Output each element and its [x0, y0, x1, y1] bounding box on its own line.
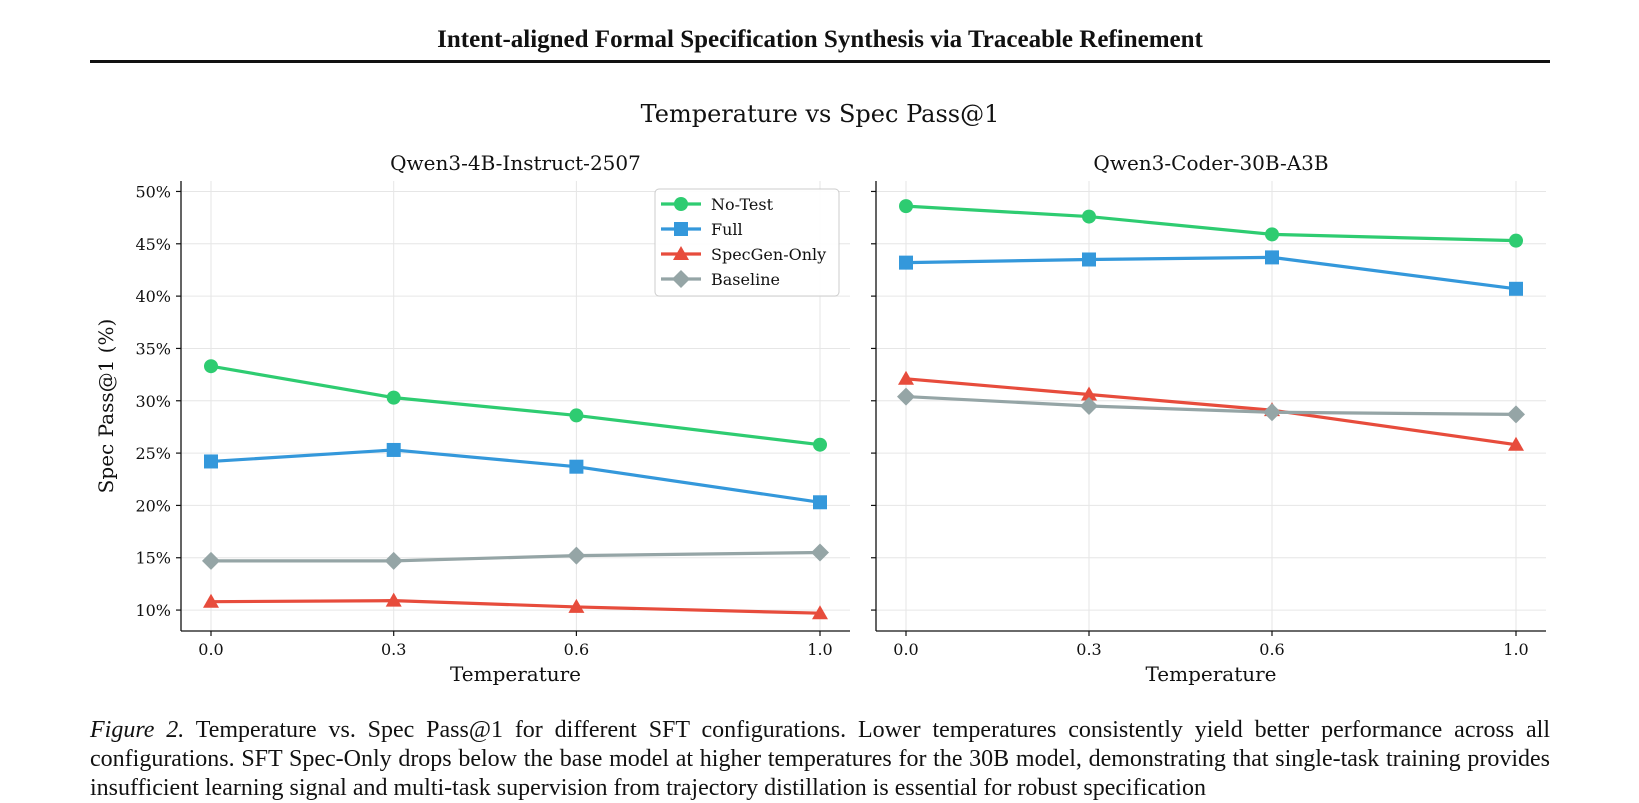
data-point-baseline	[897, 387, 915, 406]
y-tick-label: 35%	[135, 339, 171, 358]
header-rule	[90, 60, 1550, 63]
data-point-baseline	[1263, 403, 1281, 422]
caption-figure-label: Figure 2.	[90, 717, 185, 743]
x-tick-label: 0.6	[1259, 640, 1284, 659]
chart-panels: 10% 15% 20% 25% 30% 35% 40% 45% 50% 0.0 0.3 0.6 1.0 Q…	[94, 151, 1546, 686]
series-line-full	[905, 255, 1517, 291]
legend-label-full: Full	[711, 220, 743, 239]
panel-title: Qwen3-Coder-30B-A3B	[1093, 151, 1328, 175]
data-point-no-test	[204, 359, 218, 374]
y-tick-label: 50%	[135, 182, 171, 201]
data-point-specgen-only	[1081, 386, 1097, 401]
x-tick-label: 1.0	[1503, 640, 1528, 659]
panel-1: 10% 15% 20% 25% 30% 35% 40% 45% 50% 0.0 0.3 0.6 1.0 Q…	[94, 151, 850, 686]
y-tick-label: 30%	[135, 392, 171, 411]
series-line-specgen-only	[905, 377, 1517, 447]
x-axis-label: Temperature	[1145, 662, 1276, 686]
data-point-specgen-only	[203, 593, 219, 608]
figure-caption: Figure 2. Temperature vs. Spec Pass@1 fo…	[90, 716, 1550, 803]
temperature-line-chart-figure: Temperature vs Spec Pass@1 10% 15% 20% 25% 3…	[94, 100, 1546, 686]
series-line-specgen-only	[210, 599, 821, 615]
y-tick-label: 20%	[135, 496, 171, 515]
data-point-no-test	[899, 199, 913, 214]
data-point-no-test	[386, 390, 401, 405]
data-point-baseline	[811, 543, 829, 562]
x-tick-label: 0.3	[1076, 640, 1101, 659]
legend-label-baseline: Baseline	[711, 270, 780, 289]
data-point-no-test	[1509, 233, 1523, 248]
legend-label-no-test: No-Test	[711, 195, 774, 214]
data-point-full	[1509, 281, 1523, 296]
data-point-specgen-only	[812, 605, 828, 620]
panel-2: 0.0 0.3 0.6 1.0 Qwen3-Coder-30B-A3B Temperatu…	[871, 151, 1546, 686]
data-point-full	[1265, 250, 1279, 265]
x-tick-label: 0.0	[893, 640, 918, 659]
data-point-specgen-only	[1508, 436, 1524, 451]
legend-label-specgen-only: SpecGen-Only	[711, 245, 826, 264]
caption-text: Temperature vs. Spec Pass@1 for differen…	[90, 717, 1550, 801]
y-tick-label: 45%	[135, 235, 171, 254]
data-point-no-test	[813, 437, 827, 452]
data-point-specgen-only	[385, 592, 402, 607]
x-tick-label: 0.3	[381, 640, 406, 659]
y-tick-label: 10%	[135, 601, 171, 620]
x-tick-label: 0.6	[564, 640, 589, 659]
data-point-baseline	[202, 551, 220, 570]
figure-suptitle: Temperature vs Spec Pass@1	[641, 100, 1000, 128]
legend-marker-no-test	[674, 197, 688, 211]
data-point-baseline	[567, 546, 586, 565]
data-point-full	[899, 255, 913, 270]
x-tick-label: 1.0	[807, 640, 832, 659]
data-point-specgen-only	[898, 370, 914, 385]
data-point-full	[813, 495, 827, 510]
x-tick-label: 0.0	[198, 640, 223, 659]
panel-title: Qwen3-4B-Instruct-2507	[390, 151, 641, 175]
data-point-baseline	[384, 551, 403, 570]
series-line-no-test	[905, 204, 1517, 243]
data-point-no-test	[569, 408, 584, 423]
chart-legend: No-Test Full SpecGen-Only Baseline	[654, 188, 840, 297]
legend-frame	[654, 188, 840, 297]
data-point-no-test	[1265, 227, 1279, 242]
series-line-full	[210, 448, 821, 504]
data-point-baseline	[1080, 397, 1098, 415]
series-line-baseline	[211, 550, 821, 563]
legend-marker-full	[674, 222, 688, 236]
data-point-no-test	[1082, 209, 1096, 224]
series-line-no-test	[210, 364, 821, 447]
legend-marker-baseline	[672, 270, 690, 288]
paper-running-header: Intent-aligned Formal Specification Synt…	[437, 26, 1203, 53]
data-point-specgen-only	[568, 598, 585, 613]
y-tick-label: 15%	[135, 549, 171, 568]
y-tick-label: 25%	[135, 444, 171, 463]
data-point-full	[204, 454, 218, 469]
series-line-baseline	[905, 394, 1517, 416]
data-point-full	[569, 459, 584, 474]
legend-marker-specgen-only	[673, 246, 689, 260]
x-axis-label: Temperature	[450, 662, 581, 686]
y-axis-label: Spec Pass@1 (%)	[94, 319, 118, 494]
y-tick-label: 40%	[135, 287, 171, 306]
data-point-baseline	[1507, 405, 1525, 424]
data-point-full	[386, 442, 401, 457]
data-point-full	[1082, 252, 1096, 267]
